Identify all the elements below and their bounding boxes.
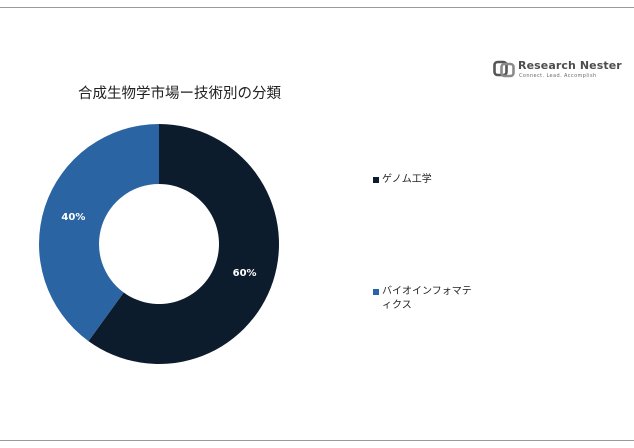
legend-swatch bbox=[373, 177, 379, 183]
logo-mark-icon bbox=[493, 60, 515, 78]
data-label-1: 40% bbox=[61, 212, 85, 223]
legend-swatch bbox=[373, 289, 379, 295]
data-label-0: 60% bbox=[233, 268, 257, 279]
research-nester-logo: Research Nester Connect. Lead. Accomplis… bbox=[493, 58, 622, 82]
logo-name: Research Nester bbox=[518, 59, 622, 72]
top-divider bbox=[0, 7, 634, 8]
chart-title: 合成生物学市場ー技術別の分類 bbox=[78, 86, 281, 102]
bottom-divider bbox=[0, 440, 634, 441]
legend-label: バイオインフォマティクス bbox=[382, 286, 472, 311]
donut-slice-0 bbox=[88, 124, 279, 364]
legend-label: ゲノム工学 bbox=[382, 174, 432, 185]
logo-tagline: Connect. Lead. Accomplish bbox=[519, 73, 597, 79]
donut-slice-1 bbox=[38, 124, 159, 342]
